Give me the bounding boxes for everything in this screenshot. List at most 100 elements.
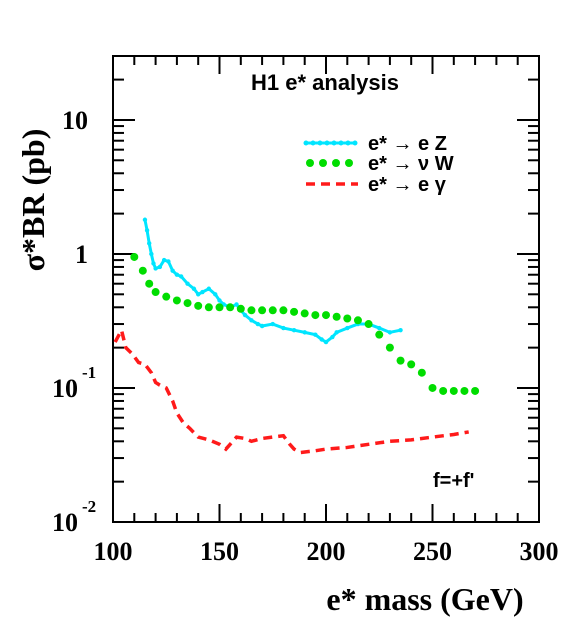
legend-label-ez: e* → e Z: [368, 133, 447, 155]
legend-swatch-point: [303, 140, 309, 146]
data-point: [259, 323, 265, 329]
y-tick-label: 10: [52, 374, 78, 403]
data-point: [396, 356, 405, 365]
y-tick-label: 10: [52, 508, 78, 537]
data-point: [145, 279, 154, 288]
data-point: [194, 301, 203, 310]
data-point: [191, 286, 197, 291]
data-point: [144, 228, 150, 233]
data-point: [428, 383, 437, 392]
data-point: [290, 307, 299, 316]
data-point: [323, 339, 329, 345]
data-point: [311, 311, 320, 320]
legend-swatch-point: [306, 159, 314, 167]
data-point: [471, 386, 480, 395]
data-point: [279, 306, 288, 315]
data-point: [226, 303, 235, 312]
data-point: [330, 334, 335, 340]
data-point: [313, 332, 318, 337]
legend: e* → e Z e* → ν W e* → e γ: [303, 133, 454, 196]
data-point: [291, 327, 297, 333]
data-point: [213, 292, 218, 297]
x-tick-label: 100: [94, 537, 133, 566]
coupling-annotation: f=+f': [433, 470, 474, 492]
data-point: [170, 268, 175, 273]
legend-swatch-point: [310, 140, 316, 146]
data-point: [345, 325, 350, 331]
data-point: [174, 272, 180, 277]
y-tick-label: 1: [75, 240, 88, 269]
data-point: [364, 320, 373, 329]
legend-swatch-point: [352, 140, 358, 146]
data-point: [449, 386, 458, 395]
series-2: [113, 325, 470, 455]
data-point: [138, 266, 147, 275]
x-tick-label: 200: [307, 537, 346, 566]
data-point: [385, 343, 394, 352]
series-1: [130, 252, 480, 395]
data-point: [249, 318, 254, 323]
data-point: [149, 251, 154, 257]
data-point: [319, 337, 324, 342]
data-point: [172, 296, 181, 305]
y-tick-exponent: -2: [82, 497, 96, 516]
legend-swatch-point: [345, 159, 353, 167]
data-point: [417, 368, 426, 377]
data-point: [236, 304, 245, 313]
x-tick-label: 300: [520, 537, 559, 566]
data-point: [196, 292, 201, 297]
legend-swatch-point: [332, 159, 340, 167]
data-point: [258, 306, 267, 315]
data-point: [398, 327, 403, 333]
data-point: [377, 325, 382, 331]
data-point: [439, 386, 448, 395]
series-layer: [113, 217, 480, 455]
data-point: [255, 321, 261, 327]
data-point: [353, 316, 362, 325]
chart-title: H1 e* analysis: [251, 70, 399, 95]
data-point: [334, 330, 339, 335]
y-axis-title: σ*BR (pb): [15, 129, 51, 272]
data-point: [387, 330, 393, 335]
data-point: [247, 306, 256, 315]
data-point: [407, 360, 416, 369]
series-line: [113, 325, 470, 455]
x-tick-label: 250: [413, 537, 452, 566]
data-point: [217, 298, 222, 303]
data-point: [153, 266, 158, 271]
data-point: [200, 289, 205, 295]
data-point: [151, 288, 160, 297]
data-point: [204, 303, 213, 312]
legend-label-nuw: e* → ν W: [368, 153, 454, 175]
y-tick-label: 10: [62, 106, 88, 135]
legend-label-egamma: e* → e γ: [368, 174, 447, 196]
data-point: [332, 312, 341, 321]
data-point: [460, 386, 469, 395]
legend-swatch-point: [345, 140, 351, 146]
data-point: [215, 303, 224, 312]
legend-swatch-point: [317, 140, 323, 146]
data-point: [166, 259, 171, 264]
data-point: [268, 306, 277, 315]
data-point: [270, 321, 275, 327]
data-point: [185, 281, 190, 286]
legend-swatch-point: [338, 140, 344, 146]
data-point: [206, 286, 212, 291]
data-point: [343, 314, 352, 323]
data-point: [162, 292, 171, 301]
data-point: [130, 252, 139, 261]
data-point: [183, 299, 192, 308]
legend-swatch-point: [331, 140, 337, 146]
x-tick-label: 150: [200, 537, 239, 566]
plot-frame: [112, 55, 540, 523]
data-point: [234, 302, 239, 307]
data-point: [147, 241, 152, 246]
x-axis-title: e* mass (GeV): [326, 581, 523, 617]
data-point: [151, 261, 156, 266]
data-point: [300, 309, 309, 318]
data-point: [178, 274, 184, 279]
y-tick-exponent: -1: [82, 363, 96, 382]
data-point: [161, 257, 167, 263]
